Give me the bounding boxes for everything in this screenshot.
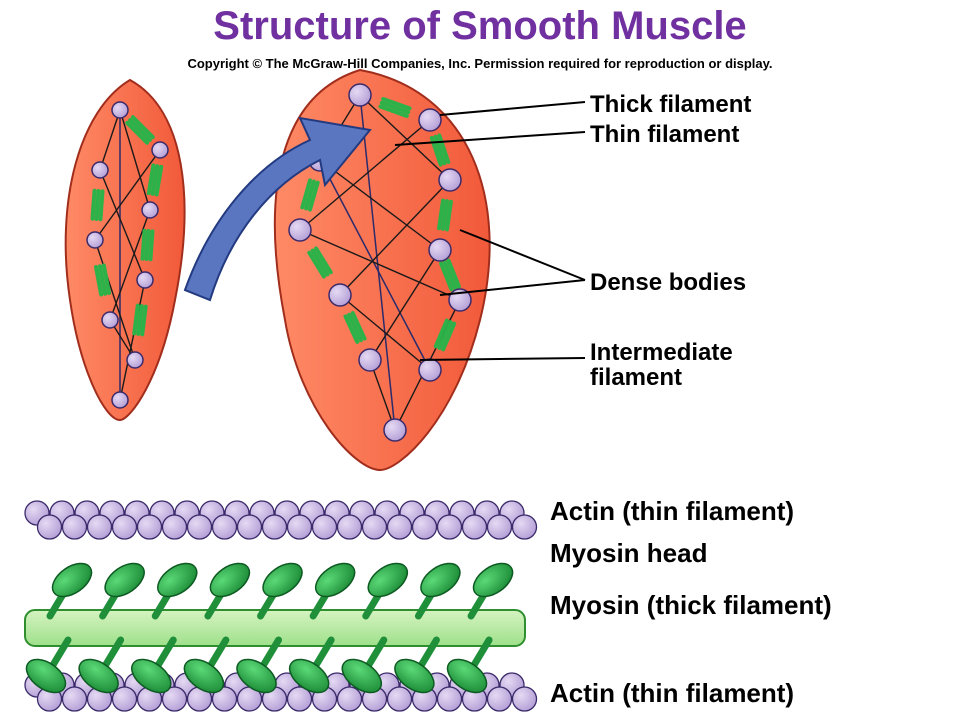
myosin-head <box>152 557 203 604</box>
dense-body <box>137 272 153 288</box>
actin-monomer <box>238 515 262 539</box>
myosin-head <box>47 557 98 604</box>
myosin-head <box>257 557 308 604</box>
actin-monomer <box>63 515 87 539</box>
actin-monomer <box>488 515 512 539</box>
actin-monomer <box>288 515 312 539</box>
actin-monomer <box>363 515 387 539</box>
dense-body <box>359 349 381 371</box>
dense-body <box>127 352 143 368</box>
diagram-label-actin1: Actin (thin filament) <box>550 498 794 525</box>
actin-monomer <box>513 687 537 711</box>
dense-body <box>92 162 108 178</box>
dense-body <box>87 232 103 248</box>
actin-monomer <box>213 515 237 539</box>
thick-filament <box>147 231 149 259</box>
myosin-head <box>204 557 255 604</box>
dense-body <box>152 142 168 158</box>
diagram-label-actin2: Actin (thin filament) <box>550 680 794 707</box>
actin-monomer <box>63 687 87 711</box>
diagram-label-inter: Intermediatefilament <box>590 340 733 390</box>
actin-monomer <box>163 515 187 539</box>
actin-monomer <box>113 515 137 539</box>
actin-monomer <box>338 687 362 711</box>
actin-monomer <box>188 515 212 539</box>
myosin-head <box>99 557 150 604</box>
actin-monomer <box>88 515 112 539</box>
actin-monomer <box>388 515 412 539</box>
myosin-head <box>362 557 413 604</box>
actin-monomer <box>113 687 137 711</box>
actin-monomer <box>463 515 487 539</box>
dense-body <box>289 219 311 241</box>
actin-monomer <box>438 515 462 539</box>
actin-monomer <box>488 687 512 711</box>
diagram-label-thin: Thin filament <box>590 122 739 147</box>
dense-body <box>112 392 128 408</box>
actin-monomer <box>38 515 62 539</box>
diagram-label-thick: Thick filament <box>590 92 751 117</box>
actin-monomer <box>338 515 362 539</box>
dense-body <box>419 359 441 381</box>
smooth-muscle-cell-diagram <box>0 0 960 480</box>
diagram-label-dense: Dense bodies <box>590 270 746 295</box>
thick-filament <box>150 231 152 259</box>
thick-filament <box>100 191 102 219</box>
myosin-head <box>310 557 361 604</box>
dense-body <box>439 169 461 191</box>
actin-monomer <box>513 515 537 539</box>
diagram-label-mhead: Myosin head <box>550 540 707 567</box>
actin-monomer <box>313 515 337 539</box>
myosin-head <box>468 557 519 604</box>
dense-body <box>142 202 158 218</box>
actin-monomer <box>413 515 437 539</box>
dense-body <box>112 102 128 118</box>
diagram-label-mthick: Myosin (thick filament) <box>550 592 832 619</box>
dense-body <box>429 239 451 261</box>
actin-monomer <box>263 515 287 539</box>
actin-monomer <box>138 515 162 539</box>
actin-monomer <box>388 687 412 711</box>
myosin-head <box>415 557 466 604</box>
dense-body <box>384 419 406 441</box>
actin-monomer <box>438 687 462 711</box>
leader-line <box>440 102 585 115</box>
dense-body <box>329 284 351 306</box>
dense-body <box>419 109 441 131</box>
dense-body <box>349 84 371 106</box>
thick-filament <box>97 191 99 219</box>
thick-filament <box>93 191 95 219</box>
thick-filament <box>143 231 145 259</box>
dense-body <box>102 312 118 328</box>
muscle-cell <box>66 80 185 420</box>
